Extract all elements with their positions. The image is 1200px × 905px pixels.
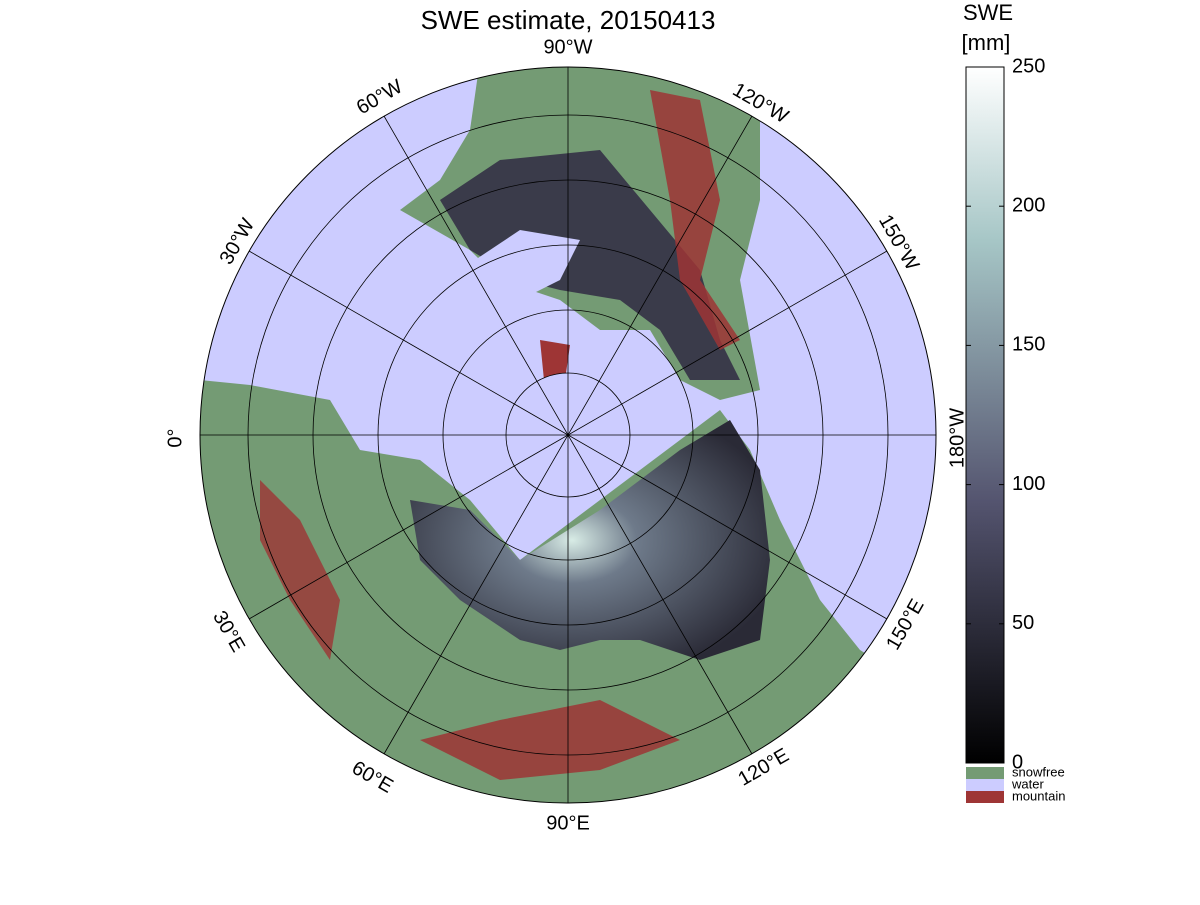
map-border [199, 66, 937, 804]
colorbar-tick-label: 0 [1012, 751, 1023, 773]
colorbar-tick-label: 200 [1012, 194, 1045, 216]
rockies [650, 90, 740, 350]
legend-swatch [966, 779, 1004, 791]
longitude-label: 90°E [546, 812, 590, 834]
colorbar-tick-label: 100 [1012, 473, 1045, 495]
graticule [200, 67, 936, 803]
colorbar-tick-label: 150 [1012, 334, 1045, 356]
hudson-bay [460, 230, 580, 300]
colorbar-gradient [965, 66, 1005, 764]
map-title: SWE estimate, 20150413 [421, 5, 716, 35]
longitude-label: 0° [164, 428, 186, 447]
colorbar-tick-label: 50 [1012, 612, 1034, 634]
colorbar-tick-label: 250 [1012, 55, 1045, 77]
colorbar-label: SWE [963, 0, 1013, 25]
map [200, 67, 936, 803]
eurasia-snow [410, 420, 770, 660]
legend-swatch [966, 791, 1004, 803]
scandinavia-mountains [260, 480, 340, 660]
longitude-label: 180°W [946, 408, 968, 468]
colorbar: SWE [mm] 0 50 100 150 200 250 [962, 0, 1046, 773]
legend-label: snowfree [1012, 764, 1065, 779]
colorbar-label: [mm] [962, 30, 1011, 55]
legend-swatch [966, 767, 1004, 779]
longitude-label: 90°W [543, 36, 592, 58]
legend-label: water [1011, 776, 1044, 791]
legend-label: mountain [1012, 788, 1065, 803]
north-america-snow [440, 150, 740, 380]
central-asia-mountains [420, 700, 680, 780]
